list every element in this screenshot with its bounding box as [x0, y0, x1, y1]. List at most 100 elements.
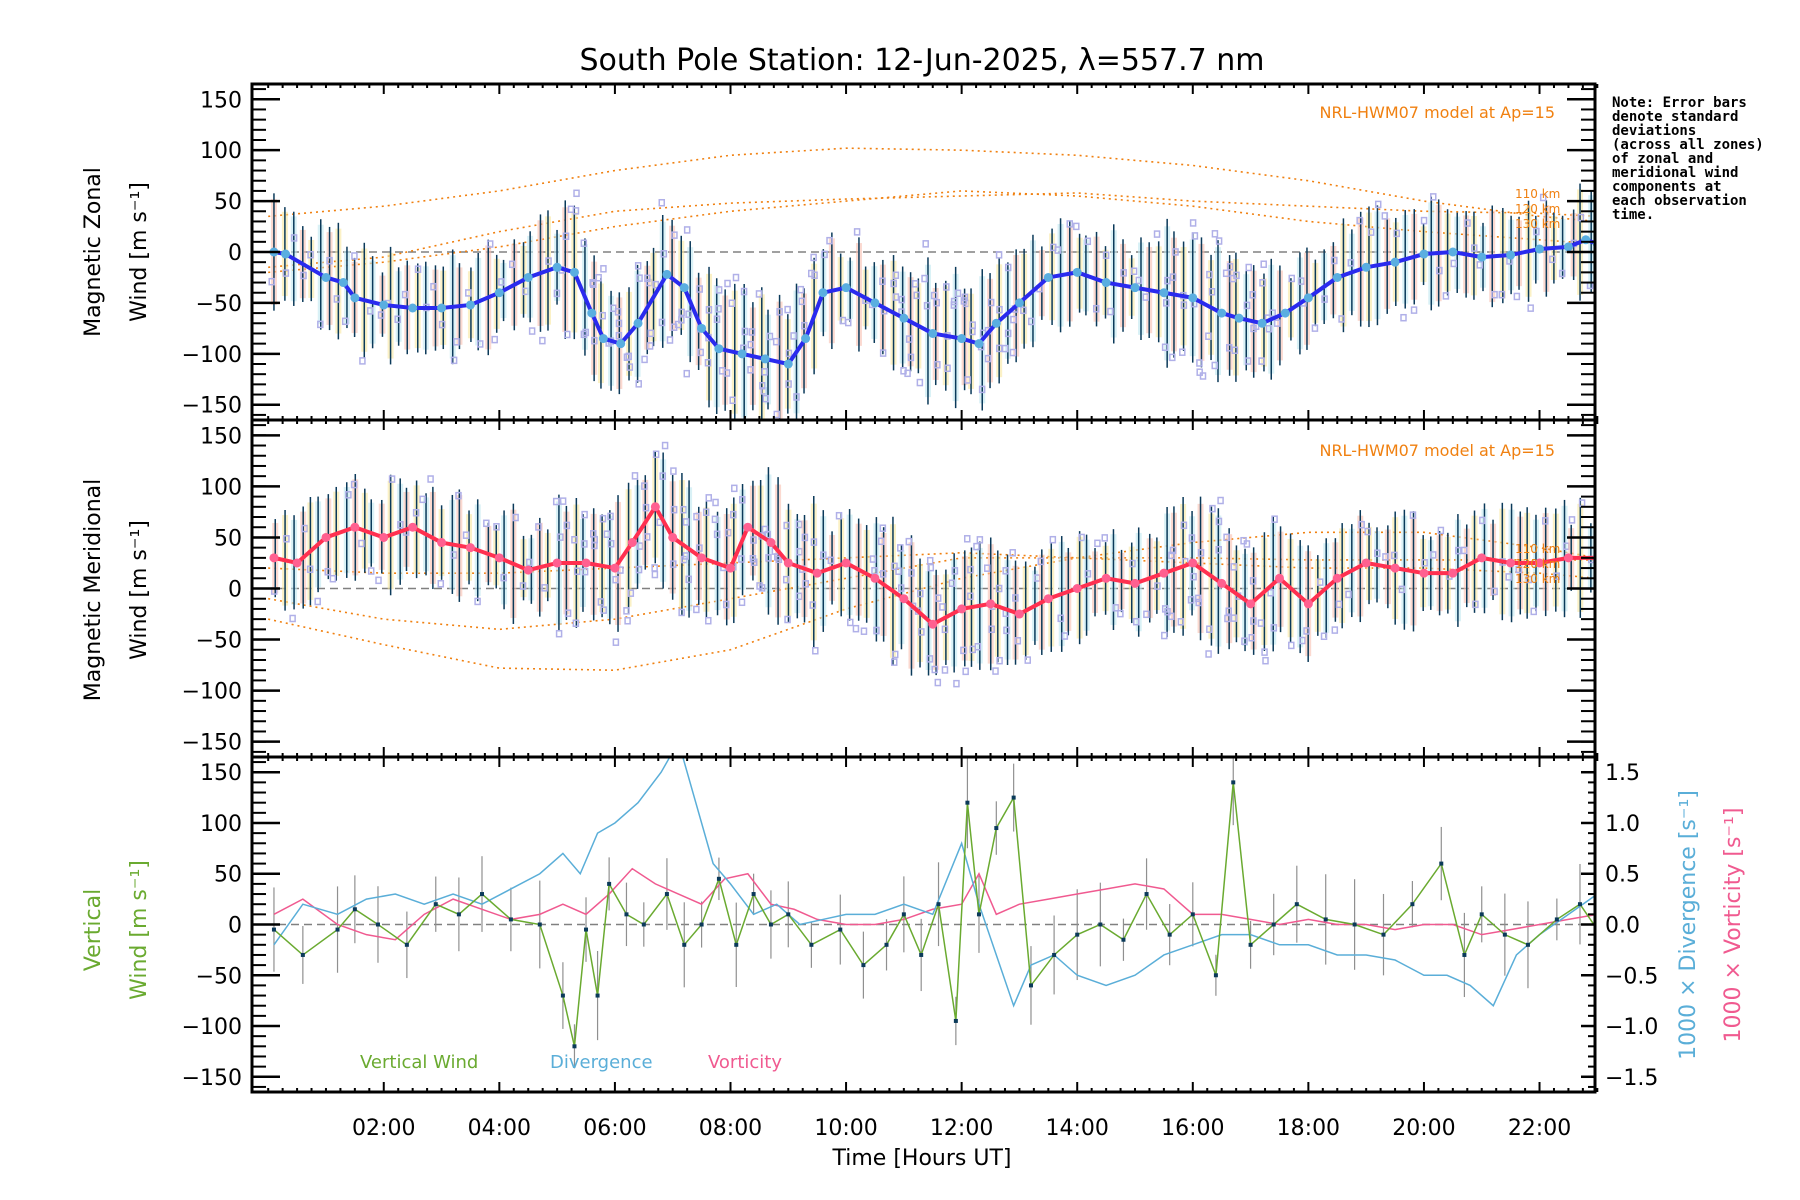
zone-scatter-point	[1476, 261, 1484, 269]
zonal-mean-point	[1390, 257, 1400, 267]
zone-scatter-point	[1527, 304, 1534, 312]
zone-scatter-point	[1381, 212, 1389, 220]
zone-scatter-point	[1288, 641, 1295, 650]
zone-scatter-point	[615, 331, 623, 340]
zone-scatter-point	[879, 570, 887, 578]
zonal-mean-point	[1419, 249, 1429, 259]
zonal-mean-point	[523, 272, 533, 282]
zone-scatter-point	[1321, 295, 1328, 303]
zone-scatter-point	[939, 603, 946, 611]
zone-scatter-point	[626, 363, 634, 371]
zonal-km-120: 120 km	[1515, 202, 1560, 216]
meridional-mean-point	[350, 522, 360, 532]
zone-scatter-point	[603, 530, 611, 538]
zone-scatter-point	[1094, 539, 1101, 548]
zone-scatter-point	[612, 638, 620, 646]
zone-scatter-point	[785, 349, 793, 358]
zone-scatter-point	[685, 575, 692, 584]
zonal-mean-point	[1280, 308, 1290, 318]
zone-scatter-point	[1421, 559, 1428, 567]
zone-scatter-point	[535, 523, 542, 531]
y-tick-label: 100	[200, 139, 242, 164]
zone-scatter-point	[1129, 559, 1136, 568]
meridional-mean-point	[1188, 558, 1198, 568]
zone-scatter-point	[731, 484, 738, 493]
zone-scatter-point	[879, 524, 887, 532]
zonal-mean-point	[1581, 235, 1591, 245]
zonal-km-110: 110 km	[1515, 187, 1560, 201]
zone-scatter-point	[670, 505, 678, 514]
meridional-mean-point	[957, 604, 967, 614]
zone-scatter-point	[847, 618, 854, 627]
zone-scatter-point	[696, 544, 703, 552]
zone-scatter-point	[904, 369, 911, 378]
zonal-mean-point	[870, 298, 880, 308]
zonal-mean-point	[760, 354, 770, 364]
zone-scatter-point	[1169, 353, 1176, 362]
x-tick-label: 18:00	[1277, 1116, 1340, 1141]
meridional-mean-point	[870, 573, 880, 583]
zone-scatter-point	[465, 289, 472, 297]
zonal-mean-point	[714, 344, 724, 354]
zone-scatter-point	[307, 250, 314, 259]
meridional-mean-point	[841, 558, 851, 568]
zone-scatter-point	[853, 228, 861, 236]
zone-scatter-point	[1303, 627, 1310, 635]
zone-scatter-point	[683, 369, 691, 378]
zone-scatter-point	[674, 320, 682, 329]
y-tick-label: 100	[200, 812, 242, 837]
vertical-wind-point	[1248, 942, 1253, 947]
zone-scatter-point	[580, 239, 588, 247]
zone-scatter-point	[1430, 193, 1437, 201]
zonal-mean-point	[991, 318, 1001, 328]
zone-scatter-point	[563, 521, 571, 530]
meridional-mean-point	[1303, 599, 1313, 609]
meridional-mean-point	[1506, 558, 1516, 568]
zone-scatter-point	[934, 360, 941, 369]
zonal-mean-point	[1303, 293, 1313, 303]
zonal-model-label: NRL-HWM07 model at Ap=15	[1319, 103, 1555, 122]
vertical-wind-point	[1213, 973, 1218, 978]
zone-scatter-point	[388, 475, 396, 483]
vorticity-ylabel: 1000 × Vorticity [s⁻¹]	[1721, 808, 1746, 1043]
zone-scatter-point	[1558, 269, 1566, 278]
zone-scatter-point	[666, 336, 674, 344]
zone-scatter-point	[766, 332, 774, 341]
zone-scatter-point	[358, 539, 365, 548]
zone-scatter-point	[1374, 549, 1381, 557]
zone-scatter-point	[1233, 271, 1240, 280]
meridional-km-130: 130 km	[1515, 572, 1560, 586]
zone-scatter-point	[941, 666, 949, 674]
zone-scatter-point	[1009, 549, 1016, 557]
zone-scatter-point	[715, 286, 723, 294]
zonal-mean-point	[783, 359, 793, 369]
zone-scatter-point	[615, 319, 623, 328]
meridional-mean-point	[743, 522, 753, 532]
zone-scatter-point	[908, 569, 915, 577]
zone-scatter-point	[1270, 624, 1278, 632]
zone-scatter-point	[1179, 348, 1186, 356]
zone-scatter-point	[1539, 193, 1547, 202]
zone-scatter-point	[624, 617, 631, 625]
zone-scatter-point	[430, 282, 437, 291]
zone-scatter-point	[1196, 368, 1203, 376]
zone-scatter-point	[996, 656, 1003, 665]
zone-scatter-point	[486, 240, 494, 248]
x-tick-label: 06:00	[583, 1116, 646, 1141]
panel-content	[252, 757, 1595, 1069]
zone-scatter-point	[1245, 263, 1252, 272]
zone-scatter-point	[713, 530, 721, 539]
zone-scatter-point	[1472, 600, 1479, 609]
zone-scatter-point	[812, 647, 819, 655]
meridional-mean-point	[269, 553, 279, 563]
zone-scatter-point	[895, 567, 902, 575]
zone-scatter-point	[572, 207, 580, 215]
zone-scatter-point	[732, 273, 740, 282]
zonal-mean-point	[1448, 247, 1458, 257]
zone-scatter-point	[1225, 607, 1233, 615]
vertical-wind-point	[716, 876, 721, 881]
zone-scatter-point	[705, 616, 712, 625]
meridional-mean-point	[627, 538, 637, 548]
zone-scatter-point	[324, 568, 332, 576]
y2-tick-label: 0.5	[1605, 863, 1640, 888]
